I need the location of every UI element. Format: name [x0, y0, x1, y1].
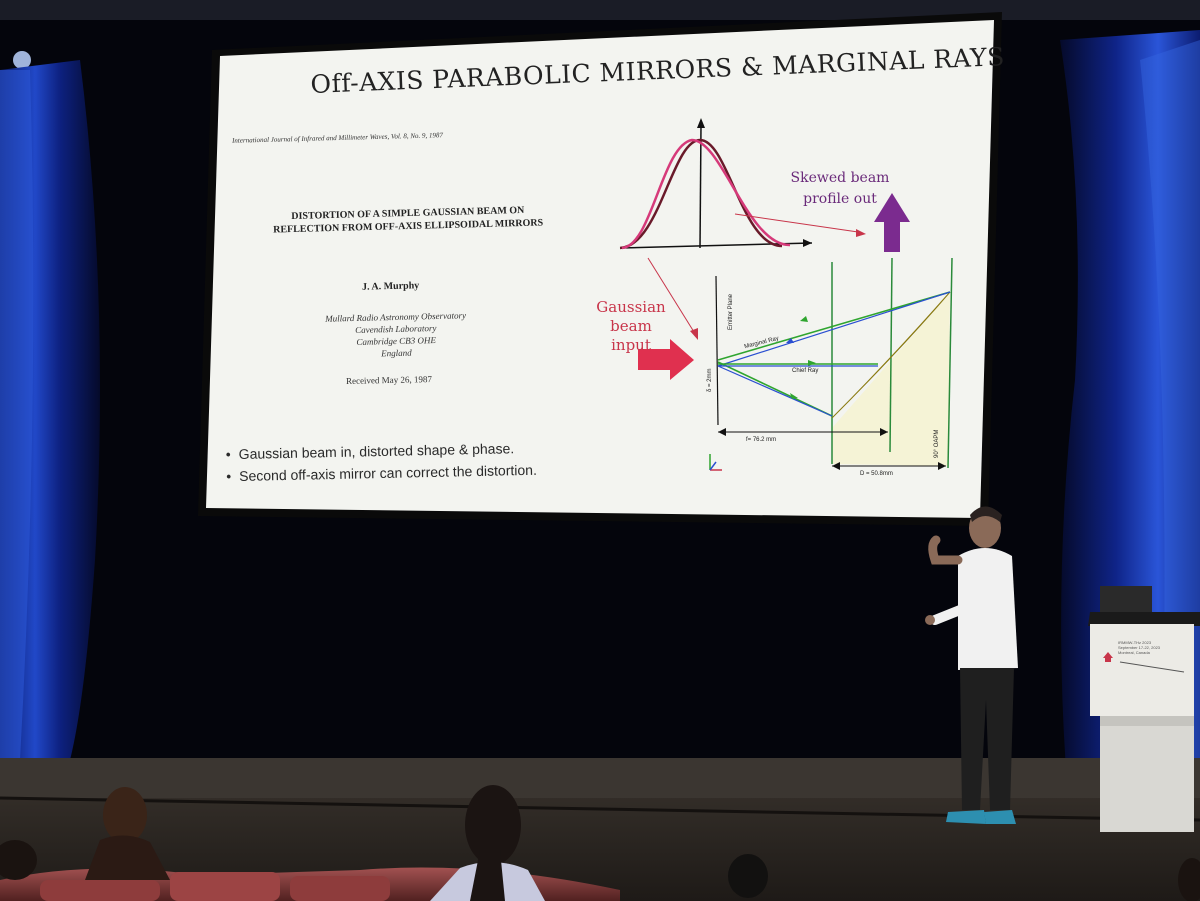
- chief-ray-label: Chief Ray: [792, 368, 819, 374]
- ceiling: [0, 0, 1200, 20]
- bullet-list: Gaussian beam in, distorted shape & phas…: [226, 437, 538, 487]
- oapm-label: 90° OAPM: [934, 429, 940, 458]
- laptop: [1100, 586, 1152, 614]
- gaussian-profile-plot: [619, 118, 813, 250]
- stage-edge: [0, 758, 1200, 798]
- podium-sign: [1090, 624, 1194, 716]
- ray-diagram: [709, 257, 953, 471]
- podium-sign-text: IRMMW-THz 2023 September 17-22, 2023 Mon…: [1118, 640, 1160, 655]
- diameter-label: D = 50.8mm: [860, 471, 893, 477]
- author-affiliation: Mullard Radio Astronomy Observatory Cave…: [305, 309, 486, 361]
- podium-sign-line: Montreal, Canada: [1118, 650, 1150, 655]
- slide-background: [206, 20, 994, 518]
- podium: [1088, 586, 1200, 832]
- audience-head: [103, 787, 147, 843]
- stage-light: [13, 51, 31, 69]
- right-arrow-icon: [638, 339, 694, 380]
- presenter-trousers: [960, 668, 1014, 810]
- presenter-shirt: [958, 548, 1018, 670]
- emitter-plane-label: Emitter Plane: [728, 293, 734, 330]
- skewed-beam-label: Skewed beam profile out: [790, 170, 890, 207]
- up-arrow-icon: [874, 193, 910, 252]
- beam-size-label: δ = 2mm: [707, 368, 713, 392]
- presenter: [925, 506, 1018, 824]
- skewed-curve: [621, 138, 791, 250]
- audience-head: [728, 854, 768, 898]
- maple-leaf-icon: [1103, 652, 1113, 662]
- audience-head: [465, 785, 521, 865]
- paper-author: J. A. Murphy: [361, 280, 420, 293]
- podium-sign-line: IRMMW-THz 2023: [1118, 640, 1152, 645]
- audience: [0, 785, 1200, 901]
- received-date: Received May 26, 1987: [345, 374, 433, 386]
- podium-body: [1100, 716, 1194, 832]
- gaussian-curve: [619, 138, 783, 250]
- focal-length-label: f= 76.2 mm: [746, 437, 777, 443]
- gaussian-input-label: Gaussian beam input: [596, 298, 666, 354]
- podium-sign-line: September 17-22, 2023: [1118, 645, 1161, 650]
